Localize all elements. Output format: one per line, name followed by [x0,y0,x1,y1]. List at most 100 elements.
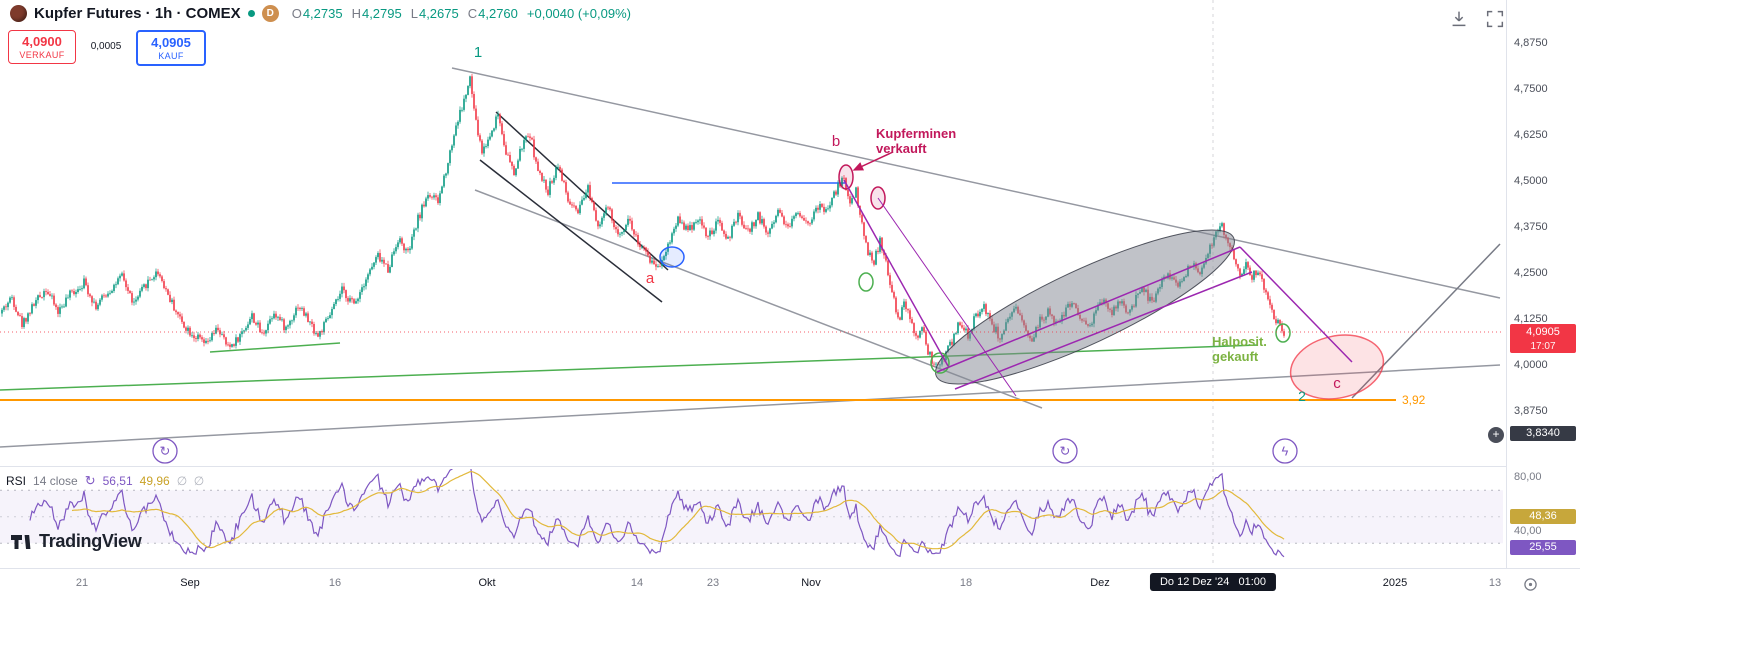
ohlc-close: C4,2760 [467,6,518,21]
blue-highlight-circle[interactable] [659,246,685,268]
ohlc-low: L4,2675 [410,6,459,21]
pane-divider[interactable] [0,466,1580,467]
svg-text:ϟ: ϟ [1282,444,1289,459]
symbol-legend: Kupfer Futures · 1h · COMEX D O4,2735 H4… [10,5,631,22]
time-label: 23 [706,577,720,589]
green-buy-circle-3[interactable] [1275,323,1291,343]
svg-text:↻: ↻ [160,444,171,459]
ohlc-high: H4,2795 [351,6,402,21]
download-button[interactable] [1446,6,1472,32]
timeframe-badge[interactable]: D [261,5,279,22]
fullscreen-icon [1486,10,1504,28]
rsi-title[interactable]: RSI [6,474,27,488]
time-label: Okt [478,577,496,589]
purple-fan-line[interactable] [877,197,1017,397]
symbol-title[interactable]: Kupfer Futures · 1h · COMEX [34,5,241,22]
rsi-ma-line[interactable] [71,471,1285,550]
price-tick: 4,7500 [1514,83,1548,95]
orange-level-label[interactable]: 3,92 [1402,393,1426,407]
wave-a-label[interactable]: a [646,270,655,287]
rsi-axis-label: 40,00 [1514,525,1542,537]
gray-trendline-upper[interactable] [451,67,1501,299]
fullscreen-button[interactable] [1482,6,1508,32]
purple-channel-lower[interactable] [954,271,1253,390]
wave-2-label[interactable]: 2 [1298,388,1306,404]
time-label: 21 [75,577,89,589]
green-buy-circle-1[interactable] [858,272,874,292]
price-tick: 4,2500 [1514,267,1548,279]
note-sell-line2[interactable]: verkauft [876,141,927,156]
event-marker-rollover-2[interactable]: ↻ [1052,438,1078,464]
time-label: 13 [1488,577,1502,589]
rsi-axis-label: 80,00 [1514,471,1542,483]
download-icon [1452,11,1466,27]
time-label: 2025 [1382,577,1408,589]
buy-button[interactable]: 4,0905 KAUF [136,30,206,66]
time-label: Nov [801,577,821,589]
price-tick: 4,5000 [1514,175,1548,187]
tradingview-logo-icon [11,534,31,549]
wave-c-label[interactable]: c [1333,375,1341,392]
price-tick: 4,0000 [1514,359,1548,371]
sell-price: 4,0900 [22,34,62,49]
time-axis[interactable]: 21 Sep 16 Okt 14 23 Nov 18 Dez 2025 13 Do 12 Dez '2… [0,568,1580,603]
chart-toolbar [1446,6,1508,32]
time-label: 14 [630,577,644,589]
note-buy-line1[interactable]: Halposit. [1212,334,1267,349]
note-buy-line2[interactable]: gekauft [1212,349,1259,364]
time-label: Sep [180,577,200,589]
crosshair-date-badge: Do 12 Dez '24 01:00 [1149,573,1277,591]
price-pane[interactable] [0,67,1501,448]
rsi-value-badge: 48,36 [1510,509,1576,524]
event-marker-flash[interactable]: ϟ [1272,438,1298,464]
rsi-pane[interactable] [0,459,1503,558]
time-label: Dez [1090,577,1110,589]
gray-projection-line[interactable] [1351,243,1501,399]
green-trendline-short[interactable] [209,342,341,353]
price-tick: 4,1250 [1514,313,1548,325]
buy-price: 4,0905 [151,35,191,50]
spread-value: 0,0005 [90,41,122,52]
purple-impulse-line[interactable] [843,179,949,367]
sell-button[interactable]: 4,0900 VERKAUF [8,30,76,64]
last-price-badge: 4,0905 17:07 [1510,324,1576,353]
rsi-refresh-icon[interactable]: ↻ [84,473,96,488]
gray-support-long[interactable] [0,364,1501,448]
note-sell-line1[interactable]: Kupferminen [876,126,956,141]
purple-channel-upper[interactable] [936,246,1241,373]
ohlc-values: O4,2735 H4,2795 L4,2675 C4,2760 +0,0040 … [292,6,631,21]
rsi-line[interactable] [29,459,1285,558]
candles [1,73,1285,369]
gray-channel-ellipse[interactable] [921,204,1250,410]
black-channel-bottom[interactable] [479,159,663,303]
wave-b-label[interactable]: b [832,133,840,150]
market-status-icon [247,10,255,17]
change-value: +0,0040 (+0,09%) [526,6,631,21]
rsi-value-badge: 25,55 [1510,540,1576,555]
red-target-ellipse[interactable] [1285,327,1390,407]
rsi-disabled-values: ∅ ∅ [176,474,205,488]
time-label: 16 [328,577,342,589]
wave-1-label[interactable]: 1 [474,44,482,61]
sell-note-arrow[interactable] [852,151,894,171]
rsi-params: 14 close [33,474,78,488]
purple-decline-line[interactable] [1239,246,1353,363]
rsi-legend: RSI 14 close ↻ 56,51 49,96 ∅ ∅ [6,473,204,489]
level-price-badge: 3,8340 [1510,426,1576,441]
price-tick: 4,3750 [1514,221,1548,233]
crimson-sell-circle-1[interactable] [838,164,854,190]
price-tick: 4,6250 [1514,129,1548,141]
plus-button[interactable]: + [1488,427,1504,443]
svg-text:↻: ↻ [1060,444,1071,459]
trade-panel: 4,0900 VERKAUF 0,0005 4,0905 KAUF [8,30,206,66]
tradingview-logo-text: TradingView [39,531,142,551]
tradingview-logo[interactable]: TradingView [10,531,142,552]
price-axis[interactable]: 4,8750 4,7500 4,6250 4,5000 4,3750 4,2500 4,12… [1506,0,1581,602]
black-channel-top[interactable] [495,111,669,271]
symbol-logo-icon [10,5,27,22]
event-marker-rollover-1[interactable]: ↻ [152,438,178,464]
timezone-icon[interactable] [1523,577,1538,592]
time-label: 18 [959,577,973,589]
